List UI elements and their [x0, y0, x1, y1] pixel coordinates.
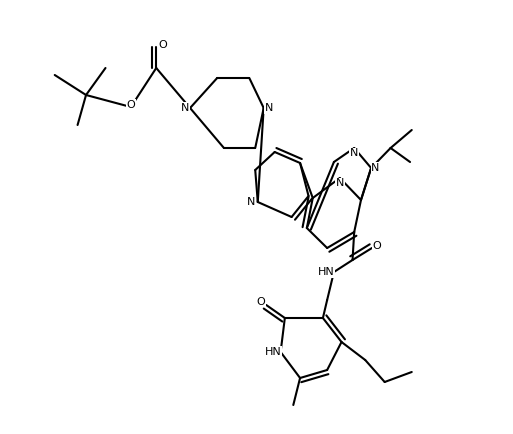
- Text: N: N: [371, 163, 380, 173]
- Text: HN: HN: [264, 347, 281, 357]
- Text: N: N: [336, 178, 344, 188]
- Text: O: O: [373, 241, 382, 251]
- Text: O: O: [256, 296, 265, 306]
- Text: N: N: [247, 197, 255, 207]
- Text: O: O: [127, 100, 135, 110]
- Text: N: N: [350, 148, 359, 158]
- Text: HN: HN: [318, 267, 334, 277]
- Text: O: O: [159, 40, 167, 50]
- Text: N: N: [265, 103, 273, 113]
- Text: N: N: [181, 103, 189, 113]
